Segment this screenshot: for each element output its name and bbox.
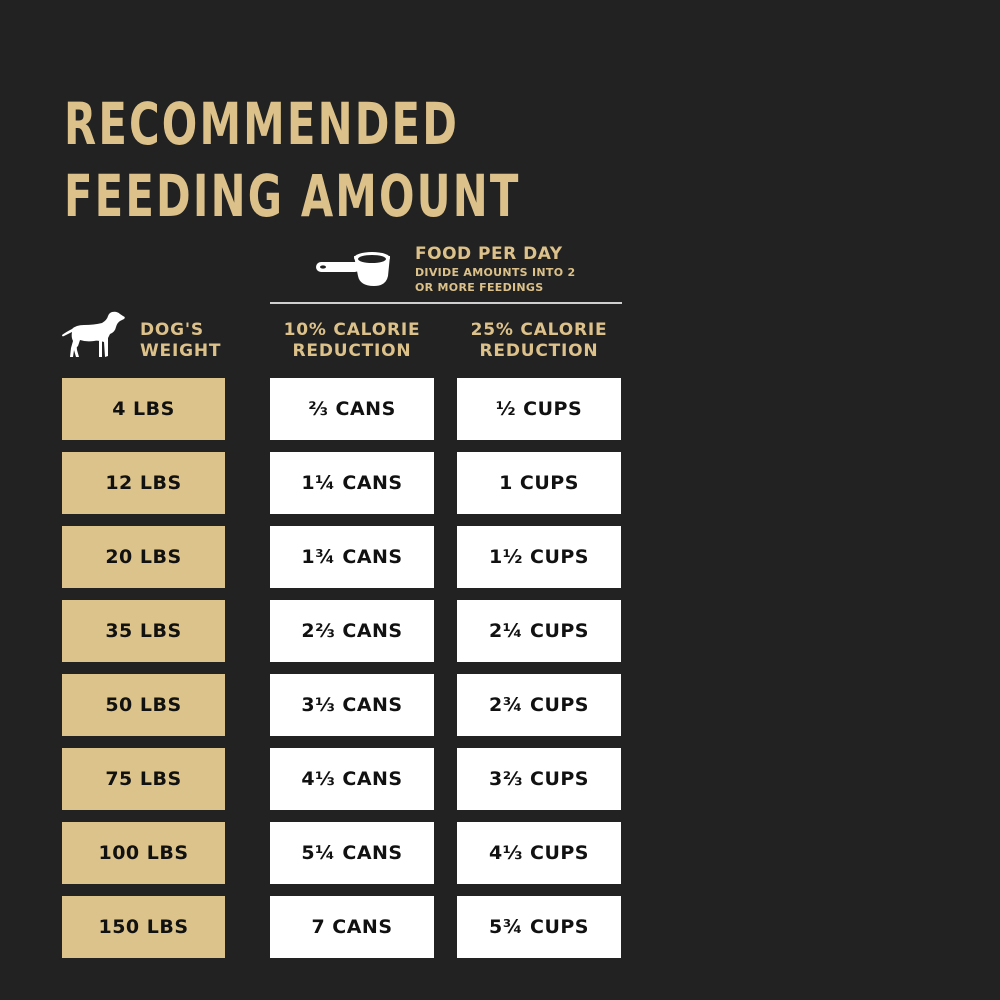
reduction-10-cell: 4⅓ CANS [270,748,434,810]
page-title: RECOMMENDED FEEDING AMOUNT [64,88,521,232]
column-header-25-percent: 25% CALORIE REDUCTION [457,320,621,362]
column-header-dog-weight: DOG'S WEIGHT [140,320,228,362]
reduction-25-cell: 3⅔ CUPS [457,748,621,810]
weight-cell: 12 LBS [62,452,225,514]
feeding-note-line-1: DIVIDE AMOUNTS INTO 2 [415,266,576,279]
reduction-25-cell: 1 CUPS [457,452,621,514]
reduction-25-cell: 2¾ CUPS [457,674,621,736]
weight-cell: 4 LBS [62,378,225,440]
column-header-line: REDUCTION [292,341,412,361]
column-header-line: 10% CALORIE [283,320,421,340]
measuring-scoop-icon [316,252,390,286]
reduction-25-cell: 5¾ CUPS [457,896,621,958]
food-per-day-header: FOOD PER DAY DIVIDE AMOUNTS INTO 2 OR MO… [415,243,575,295]
reduction-10-cell: 2⅔ CANS [270,600,434,662]
title-line-2: FEEDING AMOUNT [64,162,521,230]
column-header-line: WEIGHT [140,341,222,361]
table-row: 20 LBS 1¾ CANS 1½ CUPS [62,526,622,588]
weight-cell: 20 LBS [62,526,225,588]
table-row: 100 LBS 5¼ CANS 4⅓ CUPS [62,822,622,884]
table-row: 35 LBS 2⅔ CANS 2¼ CUPS [62,600,622,662]
column-header-10-percent: 10% CALORIE REDUCTION [270,320,434,362]
weight-cell: 100 LBS [62,822,225,884]
reduction-10-cell: 3⅓ CANS [270,674,434,736]
table-row: 150 LBS 7 CANS 5¾ CUPS [62,896,622,958]
reduction-25-cell: 2¼ CUPS [457,600,621,662]
reduction-25-cell: 4⅓ CUPS [457,822,621,884]
weight-cell: 35 LBS [62,600,225,662]
reduction-10-cell: 1¾ CANS [270,526,434,588]
feeding-note-line-2: OR MORE FEEDINGS [415,281,544,294]
column-header-line: 25% CALORIE [470,320,608,340]
table-row: 50 LBS 3⅓ CANS 2¾ CUPS [62,674,622,736]
table-row: 12 LBS 1¼ CANS 1 CUPS [62,452,622,514]
reduction-10-cell: 7 CANS [270,896,434,958]
reduction-25-cell: ½ CUPS [457,378,621,440]
reduction-10-cell: 5¼ CANS [270,822,434,884]
header-divider [270,302,622,304]
table-row: 4 LBS ⅔ CANS ½ CUPS [62,378,622,440]
table-row: 75 LBS 4⅓ CANS 3⅔ CUPS [62,748,622,810]
column-header-line: DOG'S [140,320,204,340]
weight-cell: 50 LBS [62,674,225,736]
food-per-day-label: FOOD PER DAY [415,244,563,264]
title-line-1: RECOMMENDED [64,90,460,158]
reduction-10-cell: ⅔ CANS [270,378,434,440]
column-header-line: REDUCTION [479,341,599,361]
weight-cell: 75 LBS [62,748,225,810]
weight-cell: 150 LBS [62,896,225,958]
reduction-10-cell: 1¼ CANS [270,452,434,514]
reduction-25-cell: 1½ CUPS [457,526,621,588]
dog-icon [62,311,125,357]
